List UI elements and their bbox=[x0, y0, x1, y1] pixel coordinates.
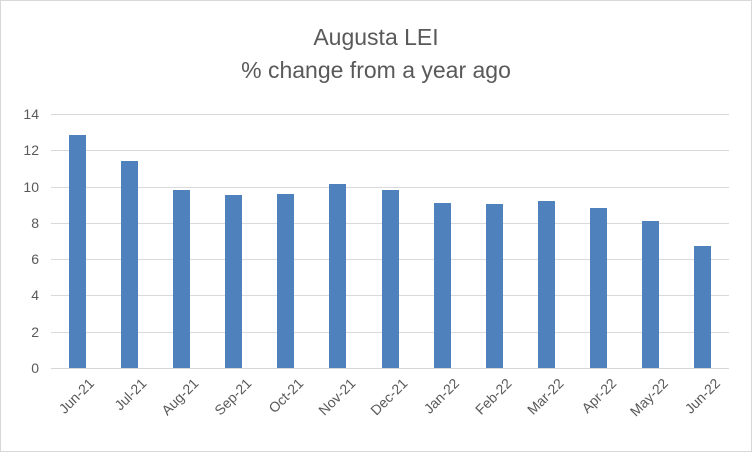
bar-jul-21 bbox=[121, 161, 138, 368]
y-tick-label-0: 0 bbox=[31, 360, 39, 376]
bar-jan-22 bbox=[434, 203, 451, 368]
x-label-nov-21: Nov-21 bbox=[315, 375, 359, 419]
y-tick-label-12: 12 bbox=[23, 142, 39, 158]
x-label-dec-21: Dec-21 bbox=[367, 375, 411, 419]
chart-subtitle: % change from a year ago bbox=[241, 57, 511, 83]
y-tick-label-14: 14 bbox=[23, 106, 39, 122]
x-label-mar-22: Mar-22 bbox=[523, 375, 567, 418]
chart-title: Augusta LEI bbox=[313, 24, 439, 50]
x-label-sep-21: Sep-21 bbox=[211, 375, 255, 419]
x-label-apr-22: Apr-22 bbox=[578, 375, 620, 417]
y-tick-label-10: 10 bbox=[23, 179, 39, 195]
x-label-feb-22: Feb-22 bbox=[471, 375, 515, 418]
gridline-10 bbox=[51, 187, 729, 188]
bar-feb-22 bbox=[486, 204, 503, 368]
y-tick-label-2: 2 bbox=[31, 324, 39, 340]
bar-nov-21 bbox=[329, 184, 346, 368]
x-axis-line bbox=[51, 368, 729, 369]
bar-may-22 bbox=[642, 221, 659, 368]
x-label-jun-22: Jun-22 bbox=[681, 375, 724, 417]
x-label-oct-21: Oct-21 bbox=[265, 375, 307, 417]
x-label-jan-22: Jan-22 bbox=[420, 375, 463, 417]
x-label-jun-21: Jun-21 bbox=[55, 375, 98, 417]
y-tick-label-8: 8 bbox=[31, 215, 39, 231]
y-tick-label-4: 4 bbox=[31, 287, 39, 303]
bar-aug-21 bbox=[173, 190, 190, 368]
bar-oct-21 bbox=[277, 194, 294, 368]
gridline-14 bbox=[51, 114, 729, 115]
bar-mar-22 bbox=[538, 201, 555, 368]
bar-jun-22 bbox=[694, 246, 711, 368]
bar-apr-22 bbox=[590, 208, 607, 368]
x-label-jul-21: Jul-21 bbox=[111, 375, 150, 414]
bar-dec-21 bbox=[382, 190, 399, 368]
x-label-aug-21: Aug-21 bbox=[158, 375, 202, 419]
bar-jun-21 bbox=[69, 135, 86, 368]
bar-sep-21 bbox=[225, 195, 242, 368]
x-label-may-22: May-22 bbox=[626, 375, 672, 420]
y-tick-label-6: 6 bbox=[31, 251, 39, 267]
gridline-12 bbox=[51, 150, 729, 151]
chart-title-block: Augusta LEI % change from a year ago bbox=[1, 21, 751, 87]
